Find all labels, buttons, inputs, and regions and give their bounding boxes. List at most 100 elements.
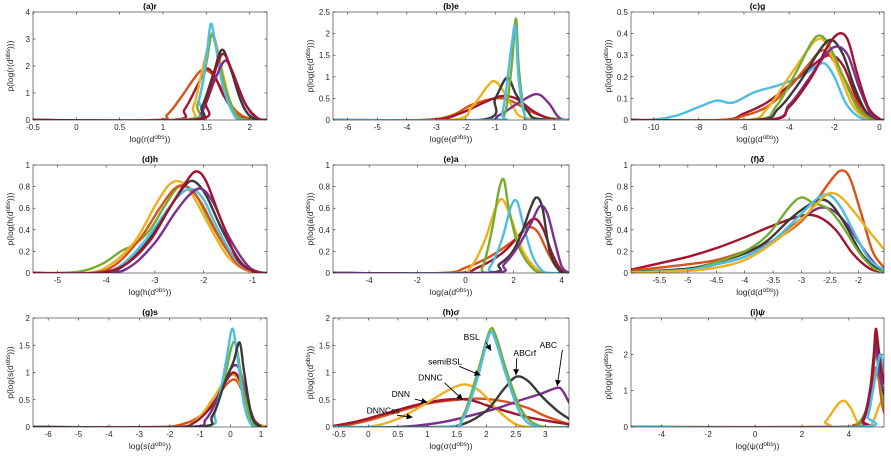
x-tick-label: -4: [658, 430, 666, 439]
annotation-arrowhead: [456, 393, 463, 400]
y-tick-label: 1: [624, 387, 629, 396]
x-tick-label: 2: [247, 123, 252, 132]
annotation-bsl: BSL: [464, 332, 492, 351]
x-tick-label: -1: [197, 430, 205, 439]
x-tick-label: 0: [753, 430, 758, 439]
x-tick-label: 0.5: [114, 123, 126, 132]
series-line-semibsl: [333, 17, 569, 120]
y-tick-label: 0.2: [617, 247, 629, 256]
x-tick-label: -2.5: [823, 276, 837, 285]
axes-box: [332, 164, 570, 274]
y-tick-label: 0.2: [617, 73, 629, 82]
annotation-arrowhead: [485, 344, 492, 351]
annotation-arrowhead: [406, 413, 413, 420]
x-tick-label: 1: [259, 430, 264, 439]
y-tick-label: 4: [26, 8, 31, 17]
x-axis-label: log(a(dobs)): [430, 287, 473, 298]
panel-title: (i)ψ: [750, 307, 765, 317]
annotation-dnncss: DNNCss: [367, 405, 413, 420]
panel-g: -6 -5 -4 -3 -2 -1 0 1 0 0.5 1 1.5 2 (g)s log(s(dobs)) p…: [5, 307, 268, 451]
panel-title: (g)s: [142, 307, 158, 317]
x-tick-label: -2: [166, 430, 174, 439]
x-tick-label: -1: [249, 276, 257, 285]
series-group: [333, 177, 569, 273]
x-tick-label: 4: [560, 276, 565, 285]
annotation-arrowhead: [513, 369, 520, 376]
x-tick-label: 0: [228, 430, 233, 439]
annotation-arrow: [556, 349, 563, 387]
panel-title: (c)g: [750, 1, 766, 11]
y-axis-label: p(log(h(dobs))): [5, 192, 16, 245]
y-tick-label: 0: [26, 269, 31, 278]
y-tick-label: 0.2: [319, 247, 331, 256]
annotation-semibsl: semiBSL: [428, 356, 481, 376]
x-tick-label: -4: [786, 123, 794, 132]
y-tick-label: 0.5: [319, 396, 331, 405]
x-tick-label: -5: [54, 276, 62, 285]
x-tick-label: 2.5: [510, 430, 522, 439]
annotation-arrowhead: [555, 379, 562, 387]
y-tick-label: 1: [26, 161, 31, 170]
x-tick-label: -2: [705, 430, 713, 439]
y-tick-label: 0: [624, 116, 629, 125]
y-tick-label: 2: [326, 30, 331, 39]
y-tick-label: 0.4: [319, 226, 331, 235]
series-group: [631, 169, 884, 273]
y-tick-label: 0.1: [617, 94, 629, 103]
y-tick-label: 0.8: [19, 183, 31, 192]
x-axis-label: log(σ(dobs)): [429, 441, 472, 452]
y-tick-label: 0.8: [617, 183, 629, 192]
x-tick-label: 0: [366, 430, 371, 439]
y-axis-label: p(log(ψ(dobs))): [603, 345, 614, 400]
series-line-dnn: [631, 327, 884, 427]
annotation-label: DNN: [392, 389, 410, 399]
y-tick-label: 1: [26, 89, 31, 98]
annotation-abcrf: ABCrf: [513, 348, 537, 376]
series-line-semibsl: [631, 353, 884, 427]
axes-box: [630, 317, 885, 428]
annotation-label: DNNC: [418, 373, 443, 383]
series-group: [631, 327, 884, 427]
x-tick-label: -5: [684, 276, 692, 285]
y-tick-label: 0: [26, 423, 31, 432]
axes-box: [630, 11, 885, 121]
x-tick-label: -3: [798, 276, 806, 285]
x-axis-label: log(g(dobs)): [736, 134, 779, 145]
x-tick-label: 4: [847, 430, 852, 439]
series-line-dnnc: [333, 383, 569, 427]
series-line-dnncss: [33, 184, 267, 273]
x-axis-label: log(h(dobs)): [129, 287, 172, 298]
x-tick-label: 1.5: [201, 123, 213, 132]
x-tick-label: -3.5: [766, 276, 780, 285]
y-tick-label: 0: [326, 269, 331, 278]
series-line-abcrf: [631, 336, 884, 427]
x-tick-label: -4.5: [709, 276, 723, 285]
panel-d: -5 -4 -3 -2 -1 0 0.2 0.4 0.6 0.8 1 (d)h log(h(dobs))…: [5, 154, 268, 297]
y-tick-label: 3: [26, 35, 31, 44]
y-tick-label: 0: [326, 116, 331, 125]
y-tick-label: 0.5: [19, 396, 31, 405]
x-tick-label: -5.5: [653, 276, 667, 285]
y-tick-label: 0: [326, 423, 331, 432]
axes-box: [332, 11, 570, 121]
panel-e: -4 -2 0 2 4 0 0.2 0.4 0.6 0.8 1 (e)a log(a(dobs)) p(l…: [305, 154, 570, 297]
y-tick-label: 1: [26, 369, 31, 378]
y-tick-label: 1.5: [19, 341, 31, 350]
y-tick-label: 2: [26, 314, 31, 323]
x-tick-label: 1: [161, 123, 166, 132]
series-line-dnnc: [631, 191, 884, 273]
x-tick-label: 0: [74, 123, 79, 132]
panel-i: -4 -2 0 2 4 0 1 2 3 (i)ψ log(ψ(dobs)) p(log(ψ(dobs)…: [603, 307, 885, 451]
x-tick-label: -2: [855, 276, 863, 285]
x-tick-label: -4: [103, 276, 111, 285]
series-line-bsl: [333, 24, 569, 120]
y-tick-label: 0.6: [19, 204, 31, 213]
series-line-dnnc: [33, 179, 267, 273]
annotation-label: BSL: [464, 332, 480, 342]
axes-box: [32, 164, 268, 274]
panel-c: -10 -8 -6 -4 -2 0 0 0.1 0.2 0.3 0.4 0.5 (c)g log(g(do…: [603, 1, 885, 144]
x-tick-label: -3: [151, 276, 159, 285]
series-line-bsl: [631, 193, 884, 273]
x-tick-label: -3: [433, 123, 441, 132]
series-line-dnncss: [631, 366, 884, 427]
